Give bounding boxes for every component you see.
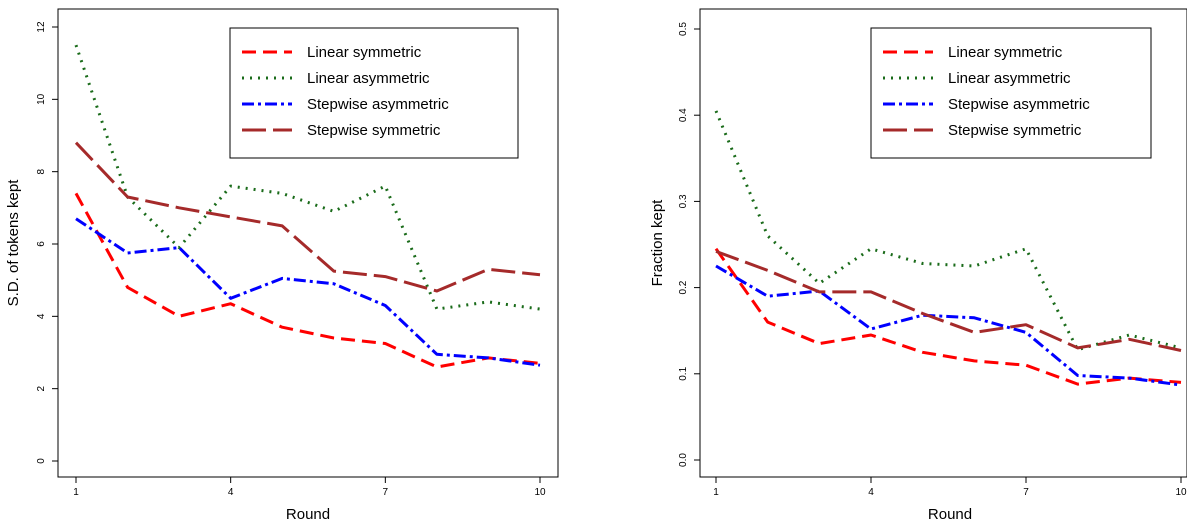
- legend-entry-label: Linear asymmetric: [307, 70, 430, 87]
- legend-box: [870, 27, 1152, 159]
- legend: Linear symmetric Linear asymmetric Stepwis…: [870, 27, 1152, 159]
- x-tick-label: 1: [713, 487, 719, 498]
- x-tick-label: 10: [534, 487, 546, 498]
- x-tick-label: 7: [383, 487, 389, 498]
- plot-frame: [57, 8, 559, 478]
- y-tick-label: 8: [36, 168, 47, 174]
- series-line-4: [74, 141, 541, 293]
- legend-entry-label: Linear symmetric: [948, 44, 1063, 61]
- legend-entry-label: Linear symmetric: [307, 44, 422, 61]
- chart-panel-2: 1 4 7 10 0.0 0.1 0.2 0.3 0.4 0.5 Round Fraction kep…: [649, 8, 1187, 523]
- legend-entry-label: Stepwise symmetric: [307, 122, 441, 139]
- chart-panel-1: 1 4 7 10 0 2 4 6 8 10 12 Round S.D. of tokens kept Li…: [5, 8, 559, 523]
- legend-entry-label: Stepwise asymmetric: [307, 96, 449, 113]
- series-line-3: [715, 264, 1182, 387]
- x-tick-label: 1: [73, 487, 79, 498]
- legend-box: [229, 27, 519, 159]
- y-tick-label: 6: [36, 241, 47, 247]
- series-line-4: [715, 249, 1182, 352]
- x-axis-label: Round: [286, 506, 330, 523]
- series-line-2: [74, 44, 541, 311]
- x-tick-label: 7: [1023, 487, 1029, 498]
- plot-frame: [699, 8, 1187, 478]
- y-tick-label: 0.5: [678, 22, 689, 36]
- series-line-1: [714, 247, 1182, 386]
- y-axis-label: S.D. of tokens kept: [5, 179, 22, 307]
- y-tick-label: 2: [36, 385, 47, 391]
- y-axis-label: Fraction kept: [649, 199, 666, 287]
- y-tick-label: 0.0: [678, 453, 689, 467]
- y-tick-label: 0.2: [678, 280, 689, 294]
- series-line-3: [75, 217, 541, 367]
- x-axis-label: Round: [928, 506, 972, 523]
- y-tick-label: 4: [36, 313, 47, 319]
- x-tick-label: 4: [868, 487, 874, 498]
- legend-entry-label: Stepwise asymmetric: [948, 96, 1090, 113]
- x-tick-label: 4: [228, 487, 234, 498]
- y-tick-label: 0: [36, 458, 47, 464]
- series-line-1: [74, 192, 541, 369]
- y-tick-label: 0.3: [678, 194, 689, 208]
- y-tick-label: 10: [36, 93, 47, 105]
- legend-entry-label: Stepwise symmetric: [948, 122, 1082, 139]
- y-tick-label: 12: [36, 21, 47, 33]
- y-tick-label: 0.1: [678, 366, 689, 380]
- legend-entry-label: Linear asymmetric: [948, 70, 1071, 87]
- y-tick-label: 0.4: [678, 108, 689, 122]
- legend: Linear symmetric Linear asymmetric Stepwis…: [229, 27, 519, 159]
- x-tick-label: 10: [1175, 487, 1187, 498]
